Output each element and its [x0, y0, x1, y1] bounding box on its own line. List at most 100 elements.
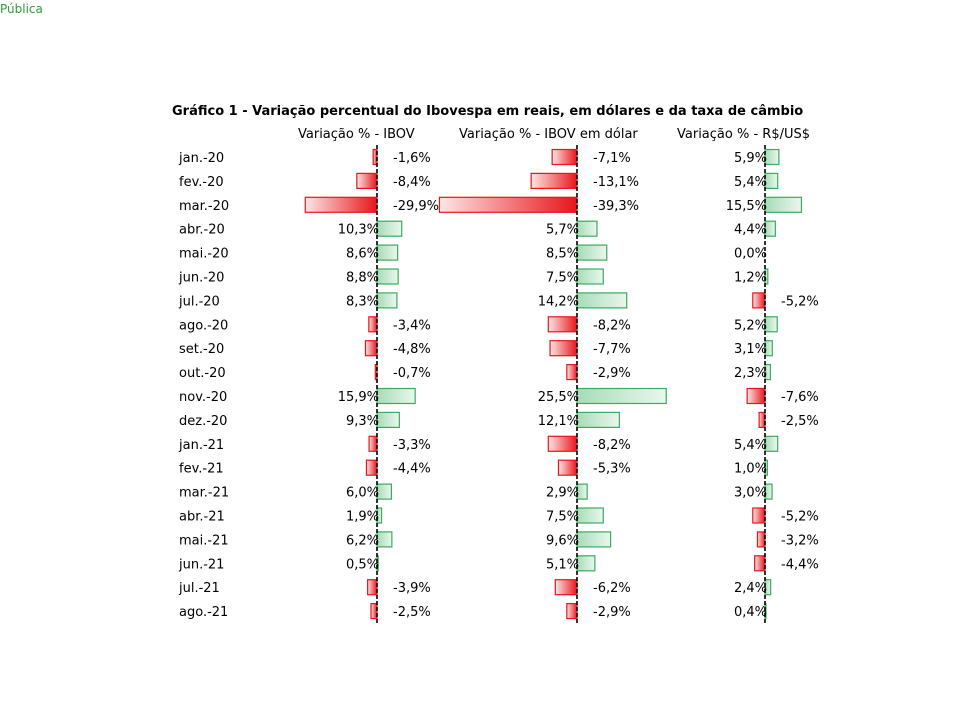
value-label: -8,2% — [593, 318, 631, 333]
series-panel: -1,6% -8,4% -29,9% 10,3% 8,6% 8,8% 8,3% -3,4% -4… — [304, 145, 439, 624]
month-label: mar.-20 — [179, 199, 229, 214]
value-label: 6,2% — [346, 533, 379, 548]
value-label: -29,9% — [393, 199, 439, 214]
value-label: -5,3% — [593, 462, 631, 477]
bar — [376, 220, 403, 237]
bar — [365, 459, 378, 476]
bar — [304, 196, 378, 213]
month-label: jan.-20 — [178, 151, 224, 166]
value-label: 0,5% — [346, 557, 379, 572]
bar — [764, 220, 776, 237]
bar — [374, 364, 378, 381]
value-label: -1,6% — [393, 151, 431, 166]
bar — [764, 459, 768, 476]
bar — [576, 411, 620, 428]
value-label: 5,4% — [734, 438, 767, 453]
month-label: abr.-20 — [179, 223, 225, 238]
bar — [576, 555, 596, 572]
bar — [566, 364, 578, 381]
bar — [370, 602, 378, 620]
bar — [764, 172, 779, 189]
value-label: -3,9% — [393, 581, 431, 596]
value-label: 10,3% — [338, 223, 379, 238]
value-label: -3,2% — [781, 533, 819, 548]
value-label: 15,5% — [726, 199, 767, 214]
series-header: Variação % - R$/US$ — [677, 127, 810, 142]
month-label: jun.-21 — [178, 557, 224, 572]
value-label: 7,5% — [546, 271, 579, 286]
month-label: ago.-20 — [179, 318, 228, 333]
bar — [364, 340, 378, 357]
value-label: 2,9% — [546, 486, 579, 501]
value-label: 4,4% — [734, 223, 767, 238]
month-label: dez.-20 — [179, 414, 227, 429]
bar — [438, 196, 578, 213]
bar — [368, 435, 378, 452]
month-label: set.-20 — [179, 342, 224, 357]
bar — [376, 244, 399, 261]
value-label: -2,9% — [593, 366, 631, 381]
value-label: -7,7% — [593, 342, 631, 357]
bar — [746, 387, 766, 405]
month-label: mai.-21 — [179, 533, 229, 548]
bar — [764, 364, 772, 381]
value-label: 5,9% — [734, 151, 767, 166]
series-panel: -7,1% -13,1% -39,3% 5,7% 8,5% 7,5% 14,2% -8,2% -… — [438, 145, 667, 624]
value-label: 3,0% — [734, 486, 767, 501]
bar — [764, 483, 773, 500]
value-label: -4,8% — [393, 342, 431, 357]
bar — [764, 579, 772, 596]
value-label: -4,4% — [393, 462, 431, 477]
value-label: -8,2% — [593, 438, 631, 453]
month-label: fev.-20 — [179, 175, 224, 190]
bar — [566, 602, 578, 620]
series-panel: 5,9% 5,4% 15,5% 4,4% 0,0% 1,2% -5,2% 5,2% 3,1% 2,… — [726, 145, 819, 624]
bar — [752, 292, 766, 309]
bar — [576, 220, 598, 237]
classification-label: Pública — [0, 2, 43, 16]
value-label: 8,6% — [346, 247, 379, 262]
value-label: -5,2% — [781, 294, 819, 309]
value-label: -3,3% — [393, 438, 431, 453]
value-label: 0,0% — [734, 247, 767, 262]
bar — [549, 340, 578, 357]
bar — [547, 316, 578, 333]
value-label: 6,0% — [346, 486, 379, 501]
value-label: -2,5% — [393, 605, 431, 620]
value-label: 1,0% — [734, 462, 767, 477]
value-label: -8,4% — [393, 175, 431, 190]
month-label: mar.-21 — [179, 486, 229, 501]
bar — [557, 459, 578, 476]
value-label: 9,3% — [346, 414, 379, 429]
bar — [576, 387, 667, 405]
value-label: 1,9% — [346, 510, 379, 525]
bar — [376, 507, 383, 524]
value-label: 1,2% — [734, 271, 767, 286]
value-label: 3,1% — [734, 342, 767, 357]
value-label: -3,4% — [393, 318, 431, 333]
bar — [576, 507, 604, 524]
value-label: 5,1% — [546, 557, 579, 572]
bar — [576, 531, 612, 548]
bar — [764, 340, 773, 357]
bar — [764, 148, 780, 166]
value-label: -0,7% — [393, 366, 431, 381]
bar — [367, 579, 378, 596]
value-label: 25,5% — [538, 390, 579, 405]
value-label: 9,6% — [546, 533, 579, 548]
bar — [356, 172, 378, 189]
value-label: 5,7% — [546, 223, 579, 238]
bar — [758, 411, 766, 428]
chart-title: Gráfico 1 - Variação percentual do Ibove… — [172, 104, 803, 119]
value-label: 12,1% — [538, 414, 579, 429]
bar — [764, 196, 803, 213]
value-label: -7,1% — [593, 151, 631, 166]
month-label: nov.-20 — [179, 390, 227, 405]
bar — [764, 268, 769, 285]
value-label: 7,5% — [546, 510, 579, 525]
value-label: -4,4% — [781, 557, 819, 572]
month-label: fev.-21 — [179, 462, 224, 477]
value-label: -2,9% — [593, 605, 631, 620]
month-label: ago.-21 — [179, 605, 228, 620]
